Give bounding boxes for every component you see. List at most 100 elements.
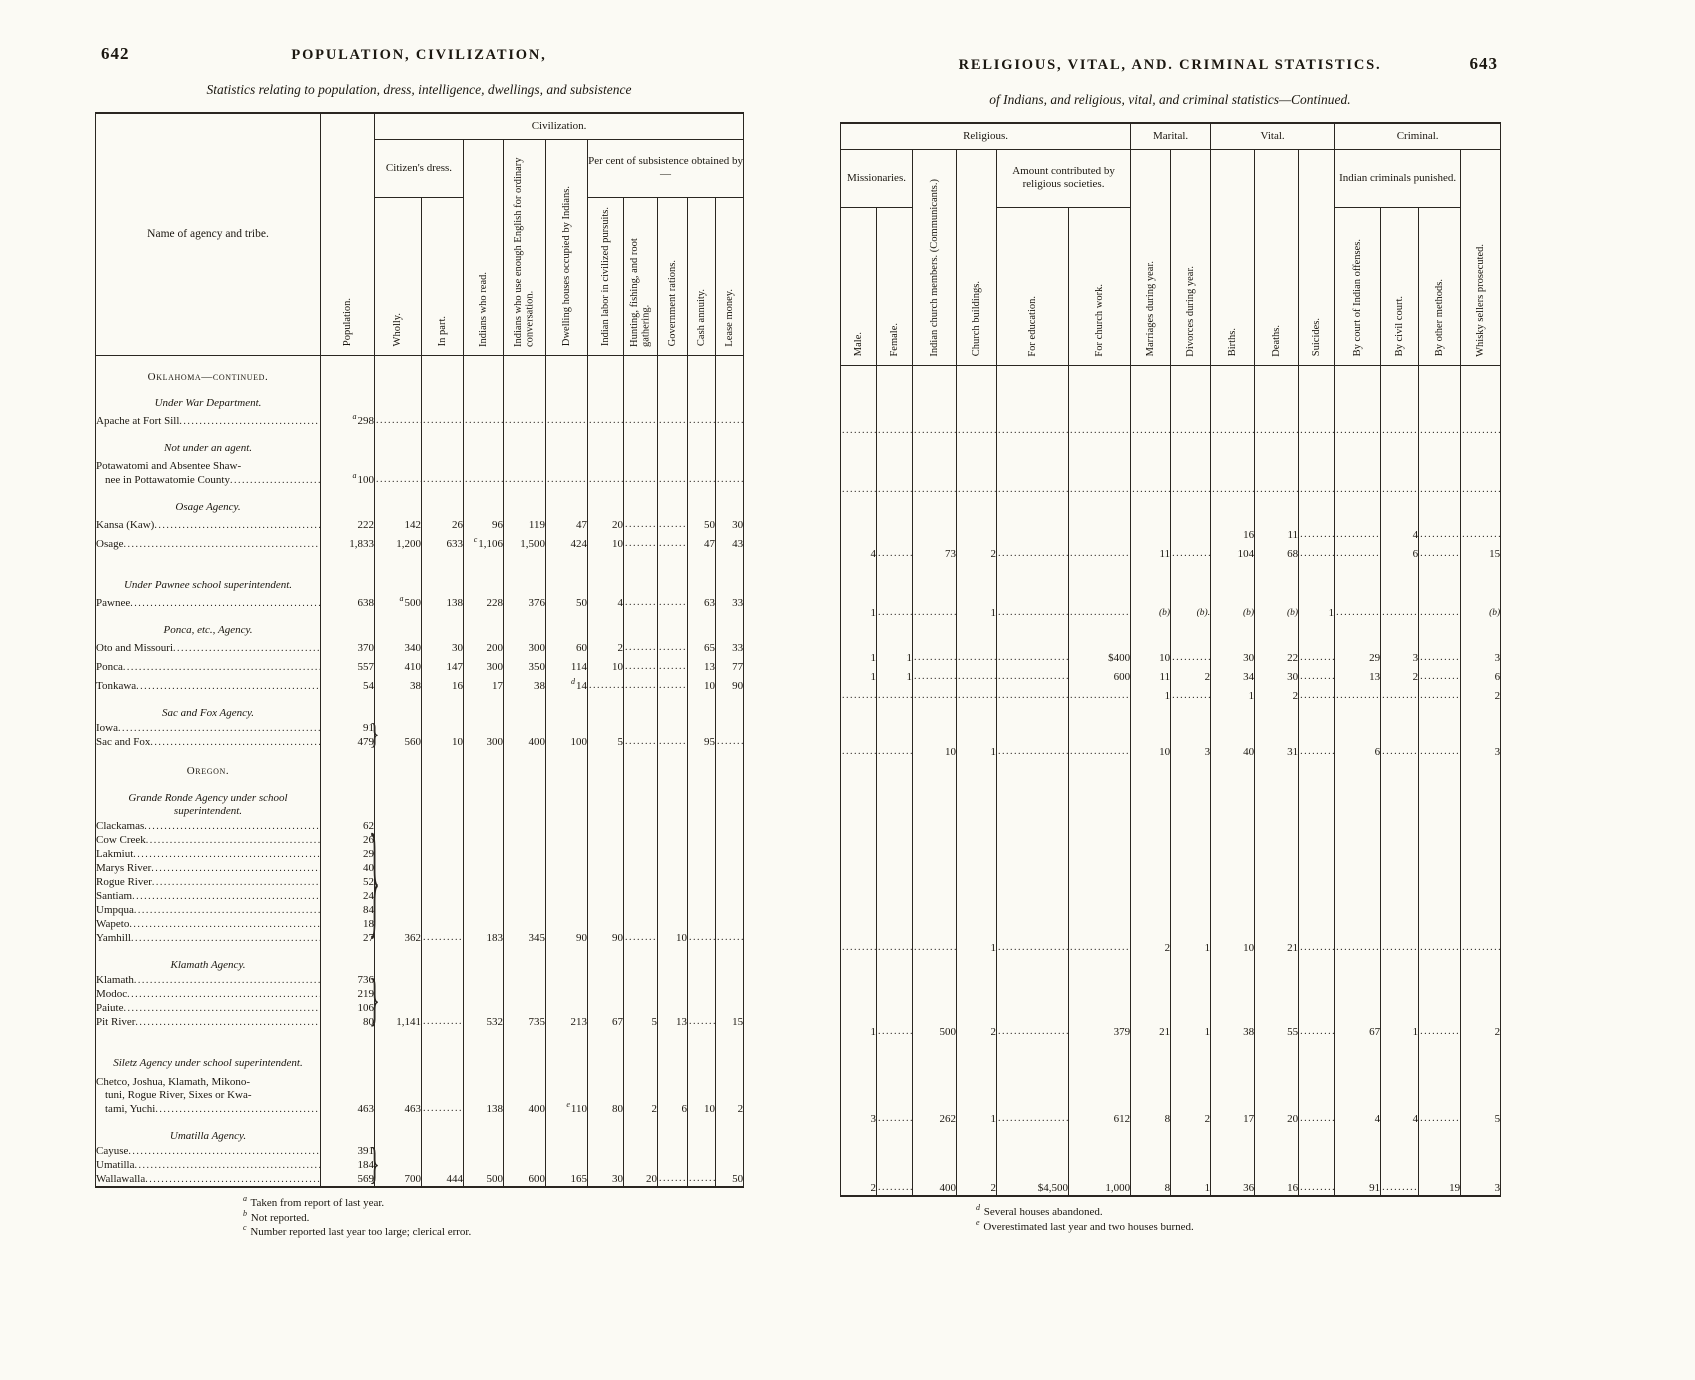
empty-cell — [956, 365, 997, 393]
empty-cell — [1254, 787, 1300, 827]
value-cell: ........................................ — [876, 684, 913, 703]
footnote-marker: e — [566, 1100, 570, 1110]
subsection-row: Not under an agent. — [95, 428, 745, 454]
subsection-label: Sac and Fox Agency. — [95, 693, 321, 719]
name-line: Pit River — [97, 1016, 320, 1030]
value-cell: ........................................ — [657, 636, 688, 655]
empty-cell-dots: ........................................ — [659, 519, 687, 530]
value-cell: 2 — [623, 1069, 658, 1116]
spacer-row — [840, 1039, 1502, 1079]
value-cell: 16 — [1210, 523, 1256, 542]
data-row: Potawatomi and Absentee Shaw-nee in Pott… — [95, 454, 745, 487]
value-cell: 20 — [587, 513, 624, 532]
empty-cell — [545, 355, 588, 383]
empty-cell-dots: ........................................ — [914, 671, 956, 682]
value-cell: ........................................ — [587, 409, 624, 428]
empty-cell — [657, 487, 688, 513]
name-text: Ponca — [96, 660, 123, 673]
empty-cell — [587, 551, 624, 591]
value-cell: a298 — [320, 409, 375, 428]
empty-cell-dots: ........................................ — [547, 415, 587, 426]
empty-cell — [687, 355, 716, 383]
left-table-body: Oklahoma—continued. Under War Department.… — [95, 355, 745, 1187]
name-text: Paiute — [96, 1001, 124, 1014]
value-cell: 444 — [421, 1142, 464, 1187]
empty-cell-dots: ........................................ — [1382, 746, 1419, 757]
empty-cell-dots: ........................................ — [914, 425, 956, 436]
value-cell: ........................................ — [623, 591, 658, 610]
running-head: RELIGIOUS, VITAL, AND. CRIMINAL STATISTI… — [958, 57, 1382, 73]
empty-cell — [623, 693, 658, 719]
dot-leader — [133, 848, 319, 862]
group-header-criminals-punished: Indian criminals punished. — [1334, 148, 1462, 208]
empty-cell — [1130, 497, 1172, 523]
empty-cell — [587, 777, 624, 817]
empty-cell-dots: ........................................ — [842, 425, 876, 436]
group-header-marital: Marital. — [1130, 122, 1212, 150]
empty-cell-dots: ........................................ — [998, 548, 1068, 559]
population-cell: 219 — [320, 987, 375, 1001]
empty-cell — [421, 551, 464, 591]
value-cell: c1,106 — [463, 532, 504, 551]
empty-cell-dots: ........................................ — [1212, 425, 1254, 436]
empty-cell-dots: ........................................ — [1336, 607, 1381, 618]
empty-cell — [657, 428, 688, 454]
empty-cell — [421, 1116, 464, 1142]
value-cell: 1 — [1210, 684, 1256, 703]
value-cell: 612 — [1067, 1079, 1132, 1126]
empty-cell — [956, 620, 997, 646]
value-cell: ........................................ — [657, 719, 688, 749]
dot-leader — [128, 1145, 319, 1159]
value-cell: ........................................ — [1380, 827, 1420, 955]
value-cell: 1 — [1170, 1152, 1212, 1196]
value-cell: 400 — [912, 1152, 957, 1196]
col-label: Female. — [888, 322, 900, 357]
empty-cell — [1460, 497, 1502, 523]
dot-leader — [150, 736, 319, 750]
empty-cell-dots: ........................................ — [1420, 1113, 1461, 1124]
value-cell: 1 — [1380, 981, 1420, 1039]
value-cell: ........................................ — [587, 674, 624, 693]
empty-cell — [1170, 1039, 1212, 1079]
empty-cell-dots: ........................................ — [1462, 942, 1501, 953]
value-cell: ........................................ — [623, 674, 658, 693]
col-label: Hunting, fishing, and root gathering. — [629, 237, 652, 347]
group-member-row: Marys River 40 — [95, 861, 744, 875]
value-cell: ........................................ — [503, 454, 546, 487]
population-cell: 40 — [320, 861, 375, 875]
subsection-row: Siletz Agency under school superintenden… — [95, 1029, 745, 1069]
col-header-male: Male. — [840, 206, 877, 366]
value-cell: 1 — [1170, 827, 1212, 955]
empty-cell — [1298, 497, 1336, 523]
header-row-2: Citizen's dress. Indians who read. India… — [96, 138, 745, 356]
empty-cell — [587, 1029, 624, 1069]
empty-cell-dots: ........................................ — [958, 671, 996, 682]
subsection-row: Sac and Fox Agency. — [95, 693, 745, 719]
spacer-row — [840, 620, 1502, 646]
col-header-church-members: Indian church members. (Communicants.) — [912, 148, 957, 366]
group-member-row: Modoc 219 — [95, 987, 744, 1001]
empty-cell-dots: ........................................ — [1132, 484, 1171, 495]
population-cell: 80 — [320, 1015, 375, 1029]
value-cell: ........................................ — [1067, 601, 1132, 620]
empty-cell-dots: ........................................ — [717, 415, 743, 426]
name-line: Ponca — [96, 660, 320, 675]
empty-cell — [876, 1126, 913, 1152]
empty-cell — [503, 1116, 546, 1142]
dot-leader — [146, 834, 320, 848]
empty-cell — [320, 777, 375, 817]
empty-cell-dots: ........................................ — [1256, 484, 1298, 495]
col-header-for-education: For education. — [996, 206, 1069, 366]
empty-cell-dots: ........................................ — [998, 1026, 1068, 1037]
value-cell: ........................................ — [1210, 419, 1256, 438]
empty-cell-dots: ........................................ — [958, 484, 996, 495]
empty-cell — [657, 551, 688, 591]
empty-cell — [657, 777, 688, 817]
value-cell: ........................................ — [623, 513, 658, 532]
data-row: ........................................… — [840, 419, 1502, 438]
empty-cell — [996, 561, 1069, 601]
empty-cell — [1067, 1039, 1132, 1079]
left-page-headrow: 642 POPULATION, CIVILIZATION, — [95, 44, 743, 70]
empty-cell-dots: ........................................ — [1336, 529, 1381, 540]
name-text: Apache at Fort Sill — [96, 414, 180, 427]
